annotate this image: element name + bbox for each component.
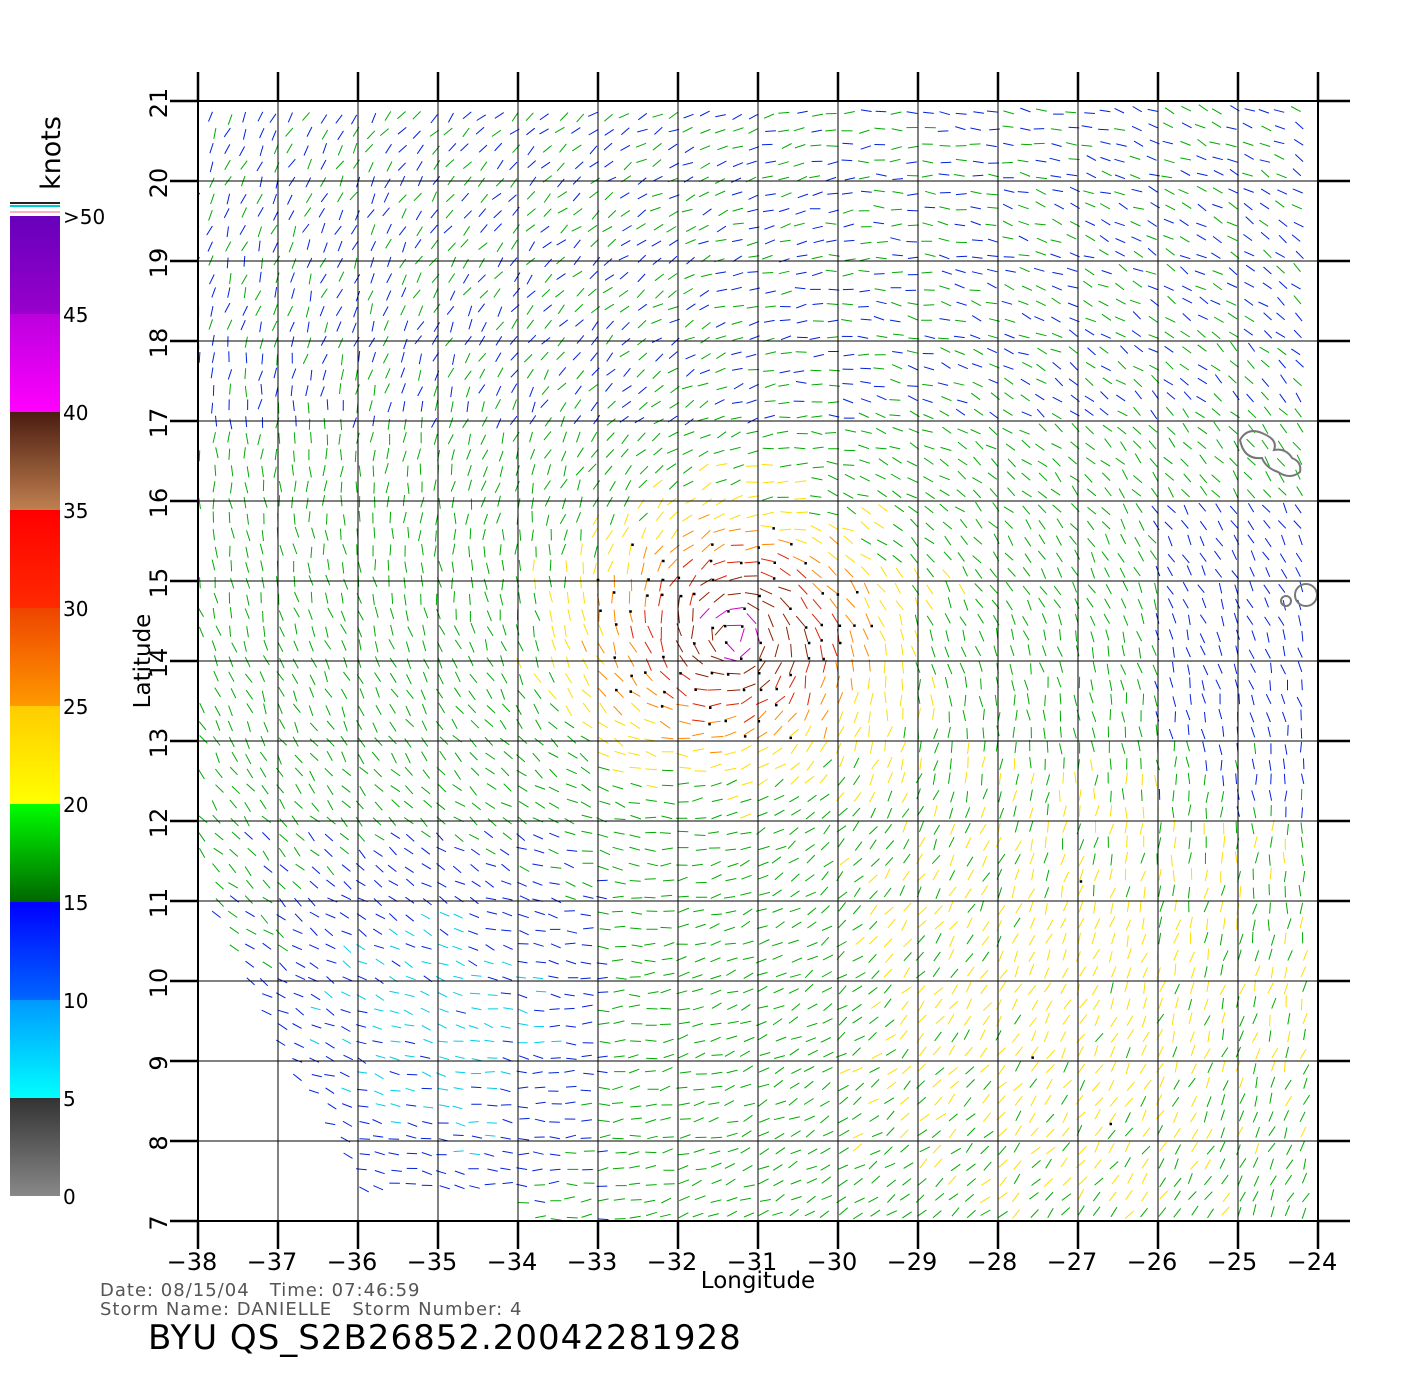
colorbar-band <box>10 1098 60 1196</box>
y-tick-label: 9 <box>145 1055 173 1070</box>
wind-vectors-0022dd <box>198 105 1305 1221</box>
colorbar-cap-stripe <box>10 205 60 207</box>
y-tick-label: 11 <box>145 888 173 919</box>
island-outline-south-a <box>1294 583 1318 607</box>
wind-vectors-00ccee <box>309 911 562 1156</box>
colorbar-band <box>10 412 60 510</box>
colorbar-cap-stripe <box>10 208 60 210</box>
colorbar-label: 25 <box>63 695 88 719</box>
x-tick-label: −29 <box>887 1248 938 1276</box>
x-tick-label: −27 <box>1047 1248 1098 1276</box>
axis-ticks <box>170 72 1350 1249</box>
y-tick-label: 12 <box>145 808 173 839</box>
colorbar-label: 0 <box>63 1185 76 1209</box>
y-tick-label: 17 <box>145 408 173 439</box>
colorbar-label: 15 <box>63 891 88 915</box>
colorbar-cap-stripe <box>10 211 60 213</box>
storm-info-line: Storm Name: DANIELLE Storm Number: 4 <box>100 1299 523 1320</box>
colorbar-label: 10 <box>63 989 88 1013</box>
wind-vectors-cc00cc <box>699 607 760 662</box>
y-tick-label: 8 <box>145 1135 173 1150</box>
colorbar-label: 30 <box>63 597 88 621</box>
y-tick-label: 10 <box>145 968 173 999</box>
y-tick-label: 13 <box>145 728 173 759</box>
colorbar-band <box>10 804 60 902</box>
x-tick-label: −36 <box>327 1248 378 1276</box>
date-time-line: Date: 08/15/04 Time: 07:46:59 <box>100 1280 421 1301</box>
colorbar-cap-stripe <box>10 202 60 204</box>
y-tick-label: 18 <box>145 328 173 359</box>
y-tick-label: 19 <box>145 248 173 279</box>
y-tick-label: 20 <box>145 168 173 199</box>
colorbar-label: 45 <box>63 303 88 327</box>
wind-vectors-dd2200 <box>630 544 840 723</box>
colorbar-band <box>10 706 60 804</box>
rain-flag-marks <box>596 527 1112 1126</box>
x-tick-label: −26 <box>1127 1248 1178 1276</box>
wind-vector-field <box>198 104 1311 1221</box>
x-tick-label: −25 <box>1207 1248 1258 1276</box>
x-tick-label: −34 <box>487 1248 538 1276</box>
wind-vectors-ffdd00 <box>516 463 1309 1219</box>
wind-vectors-882200 <box>675 575 809 692</box>
colorbar-label: >50 <box>63 205 105 229</box>
x-tick-label: −30 <box>807 1248 858 1276</box>
y-tick-label: 16 <box>145 488 173 519</box>
x-tick-label: −35 <box>407 1248 458 1276</box>
island-outline-east <box>1320 471 1351 490</box>
y-tick-label: 21 <box>145 88 173 119</box>
colorbar-cap-stripe <box>10 214 60 216</box>
colorbar-band <box>10 510 60 608</box>
y-tick-label: 7 <box>145 1215 173 1230</box>
axis-labels: −38 −37 −36 −35 −34 −33 −32 −31 −30 −29 −28 −27 −26 −… <box>130 88 1337 1294</box>
x-tick-label: −37 <box>247 1248 298 1276</box>
colorbar-legend: 0 5 10 15 20 25 30 35 40 45 >50 knots <box>10 116 105 1209</box>
colorbar-unit: knots <box>36 116 67 190</box>
run-identifier: BYU QS_S2B26852.20042281928 <box>148 1318 742 1358</box>
x-tick-label: −38 <box>167 1248 218 1276</box>
colorbar-label: 20 <box>63 793 88 817</box>
island-outline-north <box>1238 430 1302 477</box>
colorbar-band <box>10 314 60 412</box>
x-tick-label: −31 <box>727 1248 778 1276</box>
colorbar-band <box>10 902 60 1000</box>
y-tick-label: 15 <box>145 568 173 599</box>
x-axis-title: Longitude <box>701 1268 815 1294</box>
x-tick-label: −32 <box>647 1248 698 1276</box>
colorbar-label: 35 <box>63 499 88 523</box>
colorbar-label: 5 <box>63 1087 76 1111</box>
x-tick-label: −33 <box>567 1248 618 1276</box>
lat-lon-grid <box>197 100 1319 1222</box>
island-outline-south-b <box>1280 595 1292 607</box>
x-tick-label: −24 <box>1287 1248 1338 1276</box>
colorbar-band <box>10 1000 60 1098</box>
wind-vectors-ff8800 <box>581 514 871 754</box>
colorbar-band <box>10 216 60 314</box>
colorbar-label: 40 <box>63 401 88 425</box>
y-tick-label: 14 <box>145 648 173 679</box>
wind-vectors-00aa00 <box>198 104 1311 1221</box>
y-axis-title: Latitude <box>130 614 156 709</box>
x-tick-label: −28 <box>967 1248 1018 1276</box>
coastline-outline <box>1238 430 1351 607</box>
colorbar-band <box>10 608 60 706</box>
